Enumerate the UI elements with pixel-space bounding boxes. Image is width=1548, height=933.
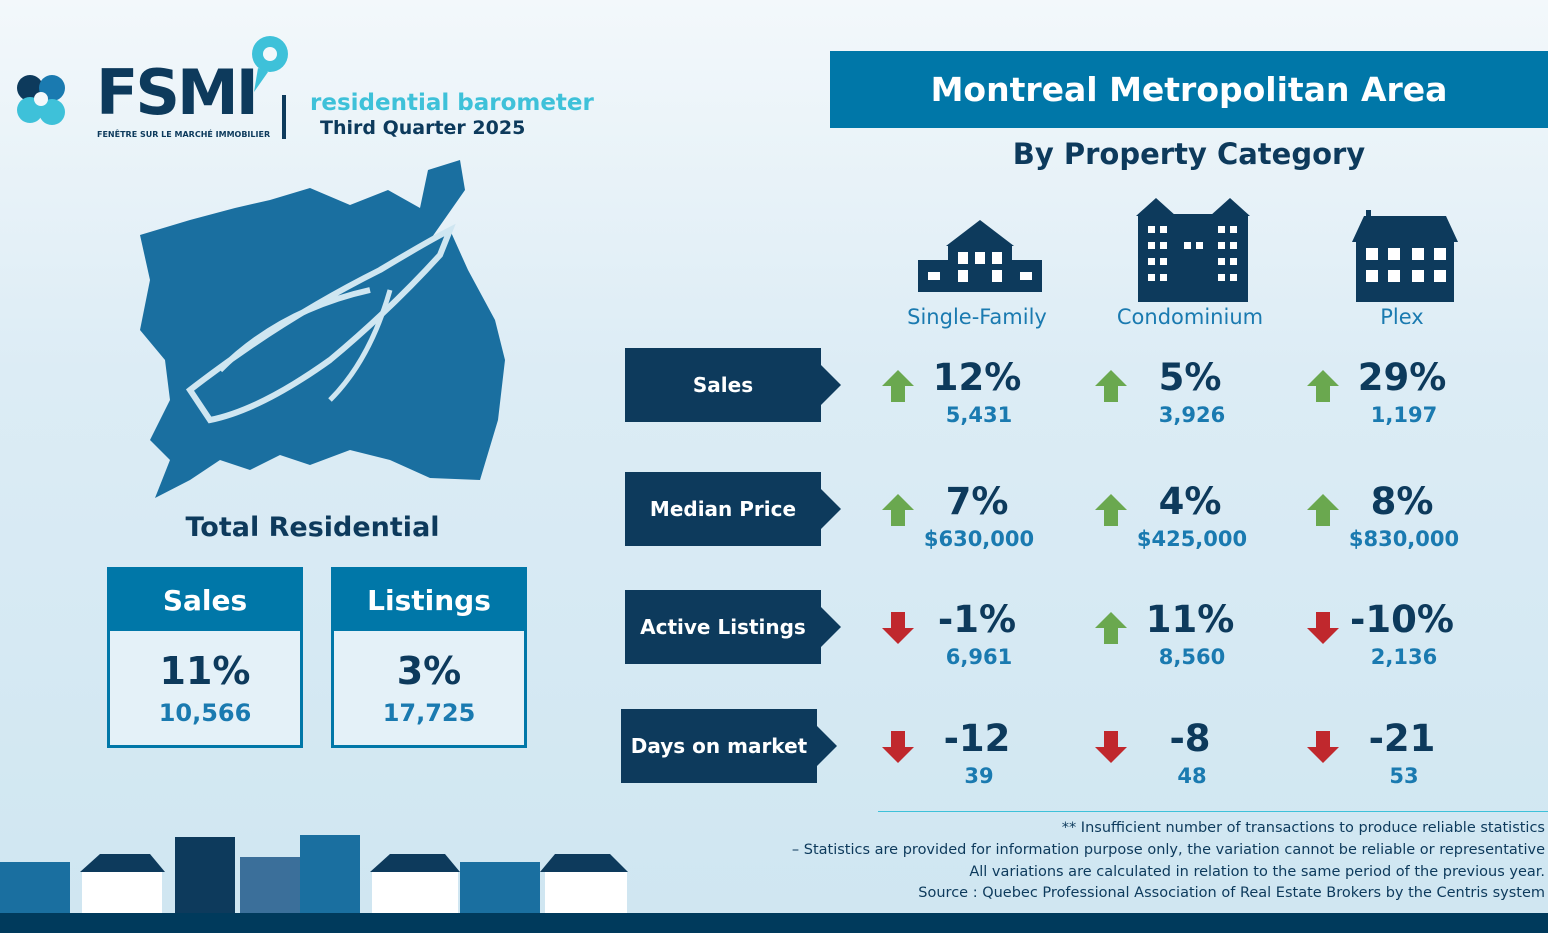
variation-pct: 12% bbox=[932, 356, 1022, 399]
arrow-up-icon bbox=[1307, 370, 1339, 402]
metric-value: 5,431 bbox=[945, 403, 1013, 427]
metric-value: 39 bbox=[964, 764, 994, 788]
metric-value: 2,136 bbox=[1370, 645, 1438, 669]
metric-value: $425,000 bbox=[1136, 527, 1248, 551]
metric-value: 6,961 bbox=[945, 645, 1013, 669]
row-label: Days on market bbox=[621, 709, 837, 783]
row-label: Active Listings bbox=[625, 590, 841, 664]
category-label: Condominium bbox=[1116, 305, 1264, 329]
period: Third Quarter 2025 bbox=[320, 117, 526, 139]
arrow-down-icon bbox=[1095, 731, 1127, 763]
city-skyline-illustration bbox=[0, 835, 628, 914]
variation-pct: 8% bbox=[1370, 480, 1434, 523]
logo-pin-icon bbox=[252, 36, 288, 92]
metric-value: $830,000 bbox=[1348, 527, 1460, 551]
row-label: Sales bbox=[625, 348, 841, 422]
note-source: Source : Quebec Professional Association… bbox=[918, 885, 1545, 901]
arrow-up-icon bbox=[1307, 494, 1339, 526]
metric-value: 53 bbox=[1389, 764, 1419, 788]
total-listings-value: 17,725 bbox=[382, 699, 476, 727]
category-label: Plex bbox=[1380, 305, 1424, 329]
single-family-house-icon bbox=[918, 220, 1042, 292]
variation-pct: 11% bbox=[1145, 598, 1235, 641]
total-listings-label: Listings bbox=[334, 570, 524, 631]
region-title: Montreal Metropolitan Area bbox=[830, 51, 1548, 128]
footer-bar bbox=[0, 913, 1548, 933]
arrow-down-icon bbox=[1307, 612, 1339, 644]
arrow-up-icon bbox=[882, 370, 914, 402]
row-label: Median Price bbox=[625, 472, 841, 546]
variation-pct: -1% bbox=[937, 598, 1017, 641]
variation-pct: -10% bbox=[1350, 598, 1454, 641]
fsmi-emblem-icon bbox=[17, 75, 65, 125]
variation-pct: 7% bbox=[945, 480, 1009, 523]
variation-pct: 4% bbox=[1158, 480, 1222, 523]
note-information: – Statistics are provided for informatio… bbox=[791, 842, 1545, 858]
total-sales-pct: 11% bbox=[159, 649, 251, 693]
plex-building-icon bbox=[1352, 210, 1458, 302]
total-sales-value: 10,566 bbox=[158, 699, 252, 727]
section-subtitle: By Property Category bbox=[1012, 137, 1366, 171]
total-listings-pct: 3% bbox=[396, 649, 462, 693]
divider bbox=[282, 95, 286, 139]
condominium-building-icon bbox=[1136, 198, 1250, 302]
arrow-down-icon bbox=[882, 612, 914, 644]
total-sales-label: Sales bbox=[110, 570, 300, 631]
variation-pct: 29% bbox=[1357, 356, 1447, 399]
metric-value: 48 bbox=[1177, 764, 1207, 788]
logo-text: FSMI bbox=[96, 56, 259, 129]
note-variations: All variations are calculated in relatio… bbox=[969, 864, 1545, 880]
variation-pct: -12 bbox=[943, 717, 1011, 760]
metric-value: $630,000 bbox=[923, 527, 1035, 551]
variation-pct: 5% bbox=[1158, 356, 1222, 399]
metric-value: 8,560 bbox=[1158, 645, 1226, 669]
logo-subtitle: FENÊTRE SUR LE MARCHÉ IMMOBILIER bbox=[97, 130, 271, 139]
variation-pct: -21 bbox=[1368, 717, 1436, 760]
metric-value: 1,197 bbox=[1370, 403, 1438, 427]
notes-divider bbox=[878, 811, 1548, 812]
arrow-up-icon bbox=[1095, 612, 1127, 644]
total-residential-title: Total Residential bbox=[185, 512, 440, 543]
variation-pct: -8 bbox=[1169, 717, 1211, 760]
product-name: residential barometer bbox=[310, 90, 594, 116]
montreal-region-map bbox=[140, 160, 505, 498]
category-label: Single-Family bbox=[907, 305, 1047, 329]
arrow-down-icon bbox=[1307, 731, 1339, 763]
arrow-down-icon bbox=[882, 731, 914, 763]
metric-value: 3,926 bbox=[1158, 403, 1226, 427]
arrow-up-icon bbox=[882, 494, 914, 526]
arrow-up-icon bbox=[1095, 370, 1127, 402]
note-insufficient: ** Insufficient number of transactions t… bbox=[1061, 820, 1545, 836]
arrow-up-icon bbox=[1095, 494, 1127, 526]
total-listings-box: Listings 3% 17,725 bbox=[331, 567, 527, 748]
total-sales-box: Sales 11% 10,566 bbox=[107, 567, 303, 748]
